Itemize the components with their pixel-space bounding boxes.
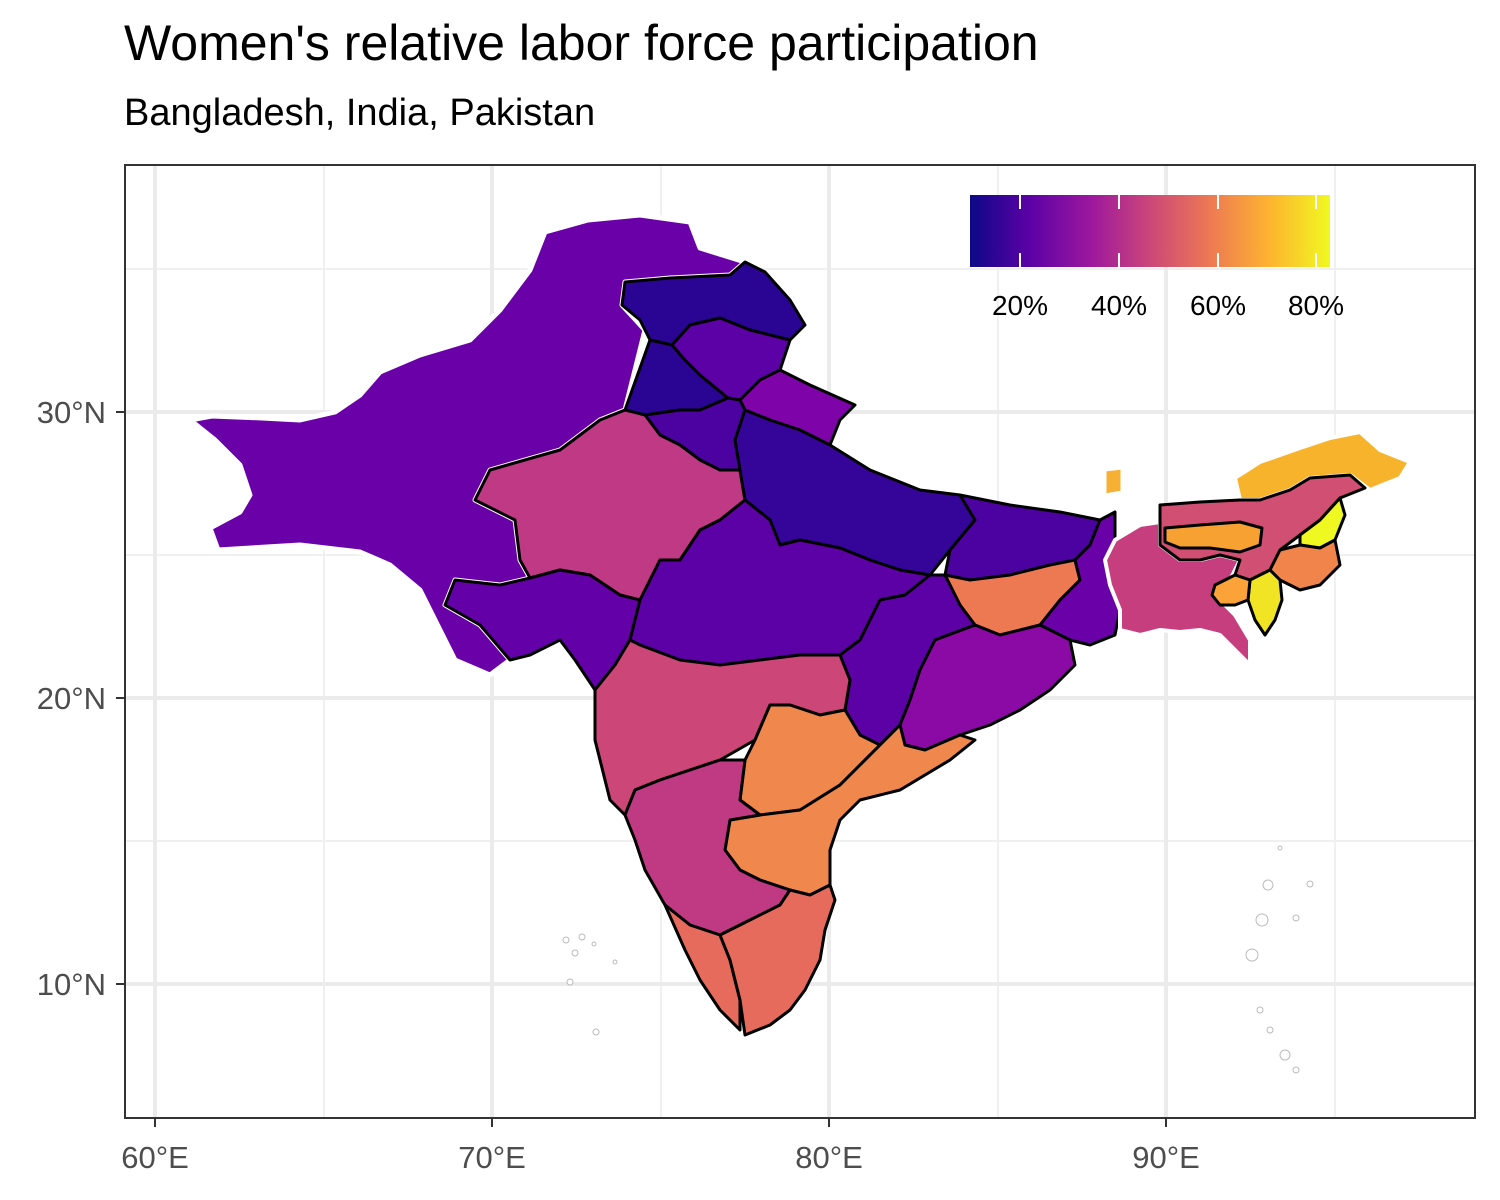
region-sikkim [1103,466,1124,497]
legend-label: 40% [1091,290,1147,321]
y-tick-label: 10°N [37,967,106,1002]
region-mizoram [1246,568,1284,637]
axis-ticks [116,411,1167,1127]
legend-ticks [1019,195,1317,267]
x-tick-label: 70°E [458,1140,526,1175]
chart-subtitle: Bangladesh, India, Pakistan [124,92,596,134]
y-tick-label: 20°N [37,681,106,716]
legend-label: 20% [992,290,1048,321]
x-tick-label: 80°E [795,1140,863,1175]
region-kerala [663,903,742,1032]
legend: 20% 40% 60% 80% [970,195,1344,321]
map-regions [187,212,1412,1037]
region-tripura [1210,573,1252,607]
region-tamil-nadu [718,883,837,1037]
islands [562,845,1314,1074]
region-meghalaya [1163,520,1264,554]
x-tick-label: 60°E [121,1140,189,1175]
chart-title: Women's relative labor force participati… [124,15,1039,71]
x-tick-label: 90°E [1132,1140,1200,1175]
legend-label: 60% [1190,290,1246,321]
y-tick-label: 30°N [37,395,106,430]
legend-colorbar [970,195,1330,267]
panel-border [124,164,1476,1119]
legend-label: 80% [1288,290,1344,321]
region-odisha [898,623,1077,752]
